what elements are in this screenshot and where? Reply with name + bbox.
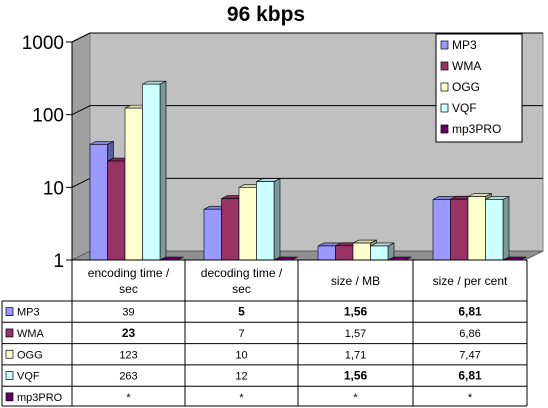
table-cell: 7 xyxy=(238,328,244,340)
legend-entry: OGG xyxy=(452,80,480,94)
y-tick-label: 100 xyxy=(32,106,64,127)
bar-front xyxy=(432,199,451,261)
table-cell: 23 xyxy=(122,326,136,340)
row-label: OGG xyxy=(17,349,43,361)
chart-title: 96 kbps xyxy=(227,3,305,26)
table-cell: 10 xyxy=(235,349,247,361)
row-label: mp3PRO xyxy=(17,392,63,404)
legend-entry: mp3PRO xyxy=(452,122,501,136)
category-label: decoding time / sec xyxy=(201,266,283,296)
bar-front xyxy=(352,242,371,261)
legend-swatch xyxy=(440,82,449,92)
row-swatch xyxy=(5,349,14,359)
gridline xyxy=(71,32,543,43)
bar-vqf-1 xyxy=(256,178,281,261)
category-label: encoding time / sec xyxy=(88,266,170,296)
category-label: size / MB xyxy=(331,274,380,288)
row-label: VQF xyxy=(17,371,40,383)
legend-box xyxy=(435,33,523,143)
table-cell: * xyxy=(239,392,244,404)
bar-front xyxy=(238,187,257,261)
y-tick-label: 1 xyxy=(53,251,64,272)
y-tick-label: 10 xyxy=(43,178,64,199)
bar-side xyxy=(273,178,281,261)
row-swatch xyxy=(5,392,14,402)
bar-front xyxy=(450,198,469,261)
table-cell: 1,56 xyxy=(344,369,368,383)
legend-entry: VQF xyxy=(452,101,477,115)
bar-front xyxy=(89,144,108,261)
bar-front xyxy=(221,198,240,261)
bar-front xyxy=(124,107,143,261)
row-swatch xyxy=(5,307,14,316)
category-label: size / per cent xyxy=(433,274,508,288)
row-label: WMA xyxy=(17,328,45,340)
table-cell: 1,57 xyxy=(345,328,366,340)
bar-front xyxy=(370,245,389,261)
table-cell: 6,81 xyxy=(458,369,482,383)
plot-side-wall xyxy=(71,32,91,261)
table-cell: 39 xyxy=(122,307,134,319)
bar-side xyxy=(502,195,510,261)
table-cell: 6,81 xyxy=(458,305,482,319)
legend-swatch xyxy=(440,124,449,134)
bar-front xyxy=(485,199,504,261)
bar-front xyxy=(107,160,126,261)
bar-side xyxy=(159,80,167,261)
bar-front xyxy=(203,208,222,261)
y-tick-label: 1000 xyxy=(22,33,64,54)
legend-entry: MP3 xyxy=(452,38,477,52)
legend-swatch xyxy=(440,61,449,71)
legend-swatch xyxy=(440,40,449,50)
row-swatch xyxy=(5,328,14,338)
bar-front xyxy=(467,196,486,261)
bar-front xyxy=(317,245,336,261)
table-cell: 263 xyxy=(119,371,137,383)
row-swatch xyxy=(5,371,14,380)
table-cell: 7,47 xyxy=(459,349,480,361)
bar-front xyxy=(142,83,161,261)
legend-entry: WMA xyxy=(452,59,481,73)
bar-vqf-2 xyxy=(370,242,395,261)
table-cell: 1,56 xyxy=(344,305,368,319)
bar-front xyxy=(256,181,275,261)
legend-swatch xyxy=(440,103,449,113)
table-cell: 5 xyxy=(238,305,245,319)
table-cell: 6,86 xyxy=(459,328,480,340)
table-cell: * xyxy=(468,392,473,404)
gridline xyxy=(71,105,543,116)
bar-front xyxy=(335,245,354,261)
table-cell: * xyxy=(126,392,131,404)
table-cell: 1,71 xyxy=(345,349,366,361)
bar-vqf-3 xyxy=(485,195,510,261)
bar-vqf-0 xyxy=(142,80,167,261)
table-cell: 12 xyxy=(235,371,247,383)
table-cell: * xyxy=(353,392,358,404)
table-cell: 123 xyxy=(119,349,137,361)
row-label: MP3 xyxy=(17,307,40,319)
